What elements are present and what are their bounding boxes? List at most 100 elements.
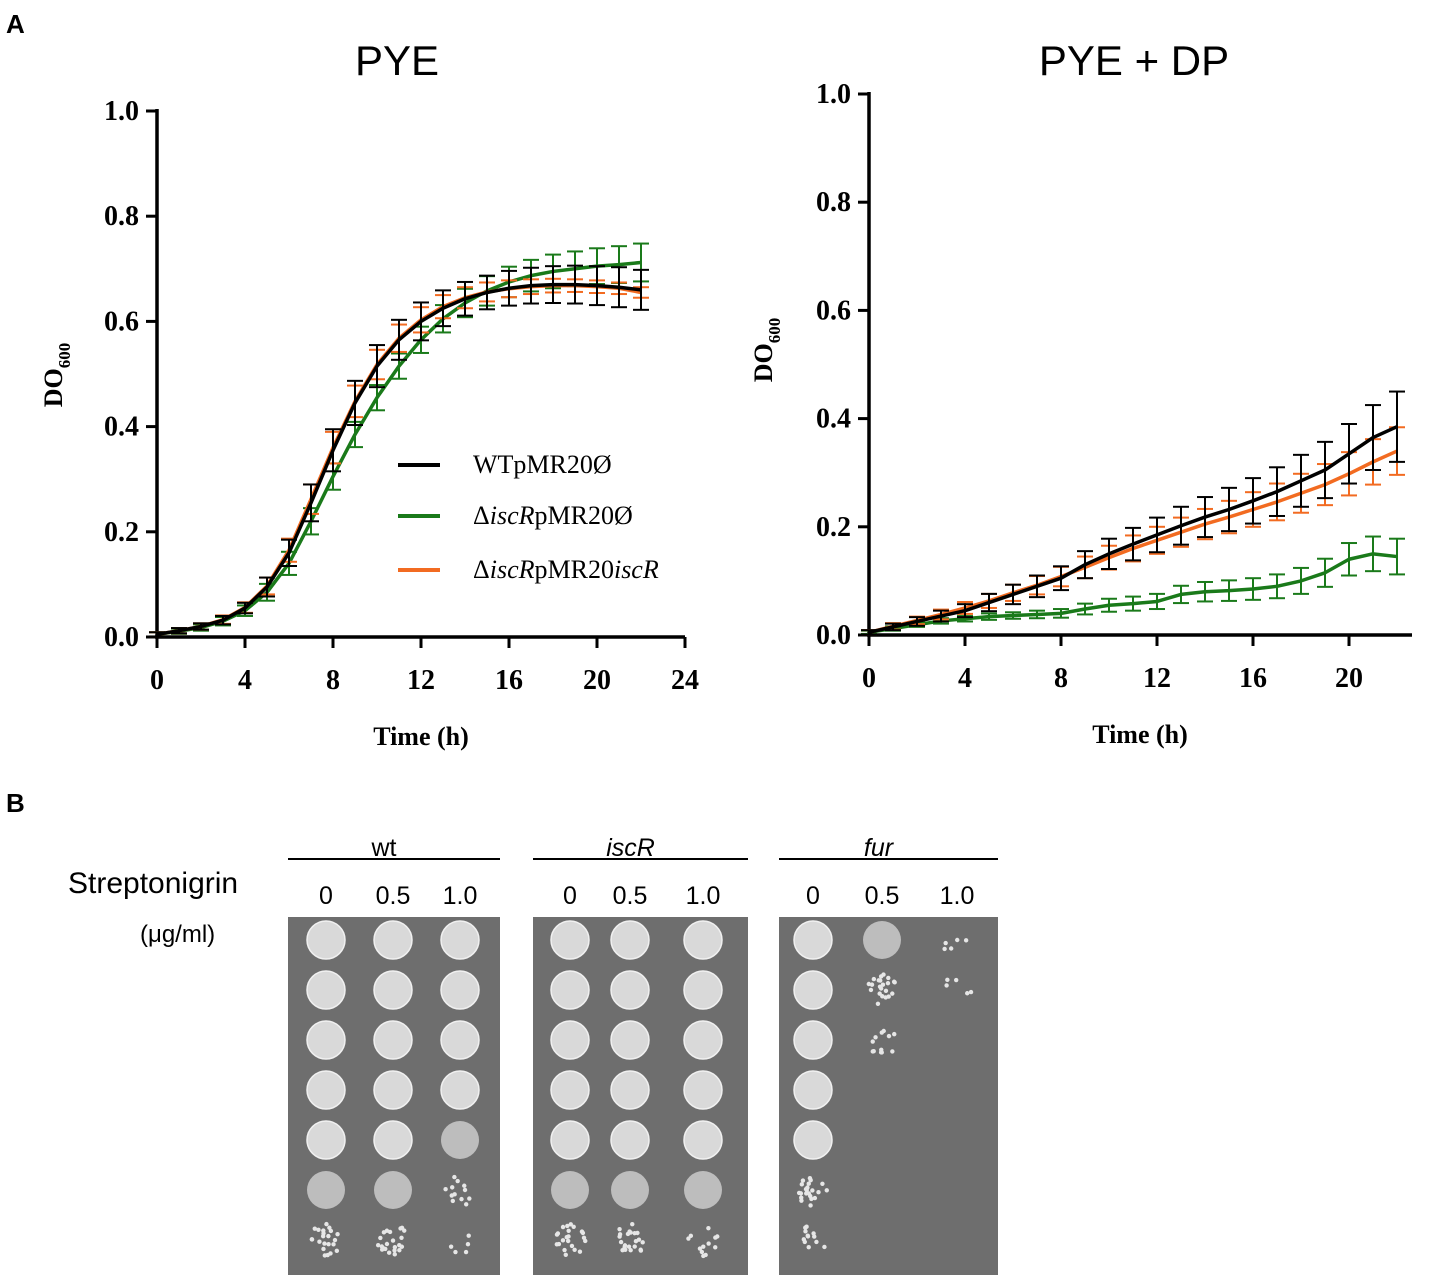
spot-confluent: [610, 1020, 650, 1060]
colony: [822, 1244, 827, 1250]
colony: [466, 1233, 471, 1238]
y-tick-label: 0.2: [104, 517, 139, 548]
colony: [617, 1226, 622, 1232]
y-tick-label: 0.2: [816, 512, 851, 543]
x-tick-label: 24: [671, 665, 699, 696]
colony: [449, 1193, 454, 1198]
colony: [703, 1252, 708, 1258]
colony: [326, 1233, 331, 1239]
concentration-label: 0: [319, 882, 333, 910]
colony: [443, 1187, 448, 1192]
concentration-label: 1.0: [686, 882, 721, 910]
series-WTpMR20Ø: [861, 390, 1405, 636]
colony: [885, 980, 891, 986]
series-layer: [149, 242, 649, 638]
compound-label: Streptonigrin: [68, 867, 238, 900]
colony: [820, 1181, 825, 1186]
colony: [321, 1246, 326, 1252]
colony: [883, 988, 889, 993]
spot-dense: [863, 921, 901, 959]
colony: [879, 1050, 884, 1055]
colony: [392, 1244, 398, 1250]
colony: [870, 1039, 875, 1044]
colony: [800, 1178, 806, 1183]
colony: [804, 1224, 809, 1229]
x-tick-label: 8: [1054, 663, 1068, 694]
series-line: [868, 425, 1398, 635]
y-tick-label: 1.0: [816, 79, 851, 110]
y-tick-label: 0.0: [816, 620, 851, 651]
x-axis-label: Time (h): [1092, 720, 1188, 749]
colony: [628, 1248, 633, 1253]
colony: [375, 1242, 381, 1248]
x-tick-label: 12: [407, 665, 435, 696]
colony: [565, 1223, 570, 1229]
colony: [892, 1031, 897, 1037]
colony: [805, 1233, 810, 1238]
colony: [879, 1030, 884, 1035]
concentration-label: 1.0: [940, 882, 975, 910]
spot-confluent: [440, 1020, 480, 1060]
colony: [572, 1247, 577, 1252]
x-tick-label: 12: [1143, 663, 1171, 694]
colony: [701, 1244, 706, 1249]
spot-confluent: [793, 1120, 833, 1160]
colony: [886, 1033, 892, 1039]
series-line: [156, 282, 642, 637]
colony: [463, 1249, 469, 1255]
colony: [622, 1245, 627, 1250]
spot-confluent: [306, 970, 346, 1010]
legend-label: ΔiscRpMR20Ø: [473, 501, 633, 530]
colony: [560, 1224, 566, 1230]
colony: [568, 1222, 573, 1227]
colony: [640, 1240, 645, 1245]
y-tick-label: 0.0: [104, 622, 139, 653]
colony: [878, 986, 884, 991]
colony: [569, 1243, 575, 1249]
colony: [706, 1241, 711, 1246]
colony: [808, 1203, 813, 1208]
colony: [331, 1242, 336, 1247]
chart-pye-dp: PYE + DP DO600 Time (h) 0.0 0.2 0.4 0.6 0.8 1…: [749, 37, 1412, 749]
colony: [699, 1249, 705, 1255]
spot-confluent: [683, 970, 723, 1010]
colony: [824, 1188, 829, 1193]
spot-confluent: [793, 1020, 833, 1060]
colony: [953, 977, 959, 983]
spot-confluent: [440, 920, 480, 960]
colony: [810, 1188, 815, 1193]
colony: [565, 1238, 571, 1244]
colony: [450, 1185, 455, 1190]
spot-confluent: [373, 920, 413, 960]
colony: [945, 977, 950, 983]
spot-dense: [374, 1171, 412, 1209]
strain-headers: wt 0 0.5 1.0 iscR 0 0.5 1.0 fur 0 0.5 1.0: [288, 834, 998, 910]
colony: [384, 1241, 390, 1247]
colony: [334, 1248, 340, 1254]
x-tick-label: 16: [495, 665, 523, 696]
concentration-label: 0: [806, 882, 820, 910]
y-tick-label: 0.6: [816, 295, 851, 326]
colony: [563, 1252, 568, 1257]
colony: [463, 1202, 469, 1207]
colony: [554, 1242, 560, 1247]
colony: [332, 1237, 338, 1243]
colony: [943, 940, 948, 946]
colony: [383, 1246, 388, 1252]
colony: [566, 1228, 571, 1233]
colony: [866, 981, 872, 987]
colony: [560, 1238, 566, 1243]
colony: [322, 1241, 327, 1246]
panel-a-label: A: [6, 9, 25, 39]
chart-pye: PYE DO600 Time (h) 0.0 0.2 0.4 0.6 0.8 1.0 0 4 8…: [39, 37, 699, 751]
colony: [890, 991, 895, 996]
colony: [873, 1035, 878, 1040]
y-tick-label: 0.8: [816, 187, 851, 218]
spot-confluent: [793, 920, 833, 960]
x-tick-label: 20: [583, 665, 611, 696]
colony: [948, 946, 954, 951]
colony: [453, 1249, 458, 1255]
colony: [883, 995, 888, 1000]
colony: [378, 1235, 383, 1241]
